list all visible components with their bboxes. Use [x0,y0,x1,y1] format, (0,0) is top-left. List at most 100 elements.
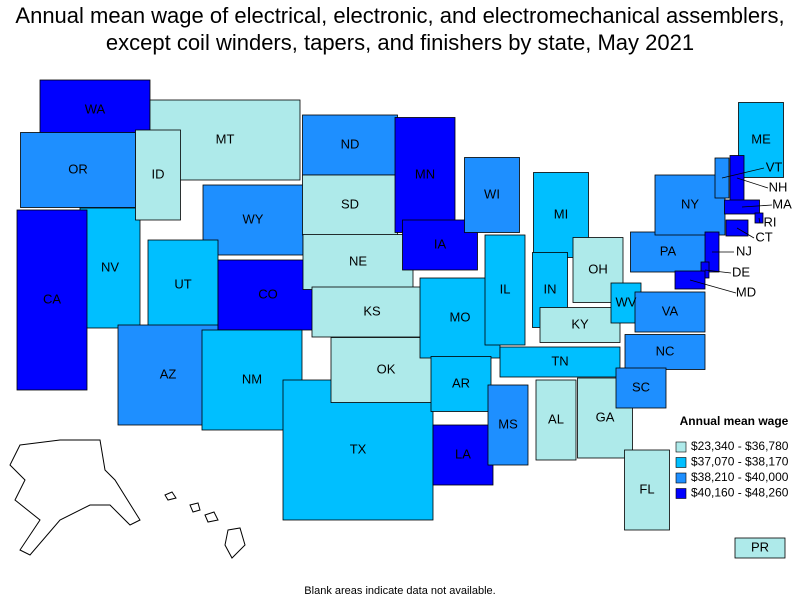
state-label: SD [341,196,359,211]
state-label: KY [571,316,589,331]
state [302,234,414,290]
state [135,129,181,221]
footnote: Blank areas indicate data not available. [304,585,495,597]
state [654,174,726,236]
state [311,286,433,338]
state-label: MS [498,416,518,431]
state-label: MN [415,166,435,181]
state [432,424,494,486]
state-label: TX [350,441,367,456]
state-label: NC [656,343,675,358]
state-label: WI [484,186,500,201]
legend-label: $37,070 - $38,170 [691,455,789,469]
state-label: WY [243,211,264,226]
state-label: MD [736,284,756,299]
state-label: DE [732,264,750,279]
state-label: IA [434,236,447,251]
state [499,346,621,378]
state-label: LA [455,446,471,461]
leader-line [758,217,761,224]
state-label: OH [588,261,608,276]
state-label: KS [363,303,381,318]
state-label: VT [766,159,783,174]
state [624,449,670,531]
leader-line [689,279,737,294]
state [147,239,219,331]
state-label: WV [616,294,637,309]
state-label: FL [639,481,654,496]
state-label: IN [544,281,557,296]
state [539,307,621,343]
state [533,172,589,258]
state-label: PR [751,539,769,554]
state [39,79,151,141]
state-label: MI [554,206,568,221]
state [202,184,304,256]
state-label: UT [174,276,191,291]
state [430,356,492,412]
legend-swatch [675,472,687,484]
leader-line [704,269,732,274]
state [464,157,520,233]
legend-label: $40,160 - $48,260 [691,486,789,500]
state-label: NM [242,371,262,386]
state-label: OR [68,161,88,176]
states: NV CA WA OR MT ID WY UT AZ CO NM TX ND SD NE KS OK MN IA MO… [16,79,792,559]
state-label: ID [152,166,165,181]
state [734,537,786,559]
state-label: PA [660,243,677,258]
leader-line [741,204,773,208]
state-label: NE [349,253,367,268]
title: Annual mean wage of electrical, electron… [15,3,785,55]
leader-line [736,227,755,239]
state-label: MT [216,131,235,146]
state [79,207,141,329]
state-label: AR [452,375,470,390]
state-label: NY [681,196,699,211]
state-label: VA [662,303,679,318]
legend-title: Annual mean wage [680,414,789,428]
state [487,384,529,466]
state [394,117,456,233]
state [217,259,319,331]
state-label: ND [341,136,360,151]
legend-swatch [675,441,687,453]
state [535,379,577,461]
state-label: RI [764,214,777,229]
state [484,234,526,346]
alaska [9,439,246,559]
state [302,174,398,236]
legend-label: $23,340 - $36,780 [691,439,789,453]
legend-label: $38,210 - $40,000 [691,470,789,484]
leader-line [736,177,769,189]
state [302,114,398,176]
state-label: AL [548,411,564,426]
state-label: NJ [736,243,752,258]
state-label: MO [450,309,471,324]
state [16,209,88,391]
state [615,367,667,409]
state-label: TN [551,353,568,368]
legend-swatch [675,488,687,499]
legend-swatch [675,457,687,468]
state [630,231,706,273]
state-label: SC [632,379,650,394]
state-label: CT [755,229,772,244]
state [282,379,434,521]
state [738,102,784,178]
state [20,132,136,208]
leader-line [721,167,765,179]
state-label: ME [751,131,771,146]
state-label: NH [769,179,788,194]
state-label: WA [85,101,106,116]
state [634,291,706,333]
state-label: AZ [160,366,177,381]
state [117,324,219,426]
state-label: GA [596,409,615,424]
state-label: IL [500,281,511,296]
state-label: NV [101,259,119,274]
state-label: MA [772,196,792,211]
state-label: OK [377,361,396,376]
